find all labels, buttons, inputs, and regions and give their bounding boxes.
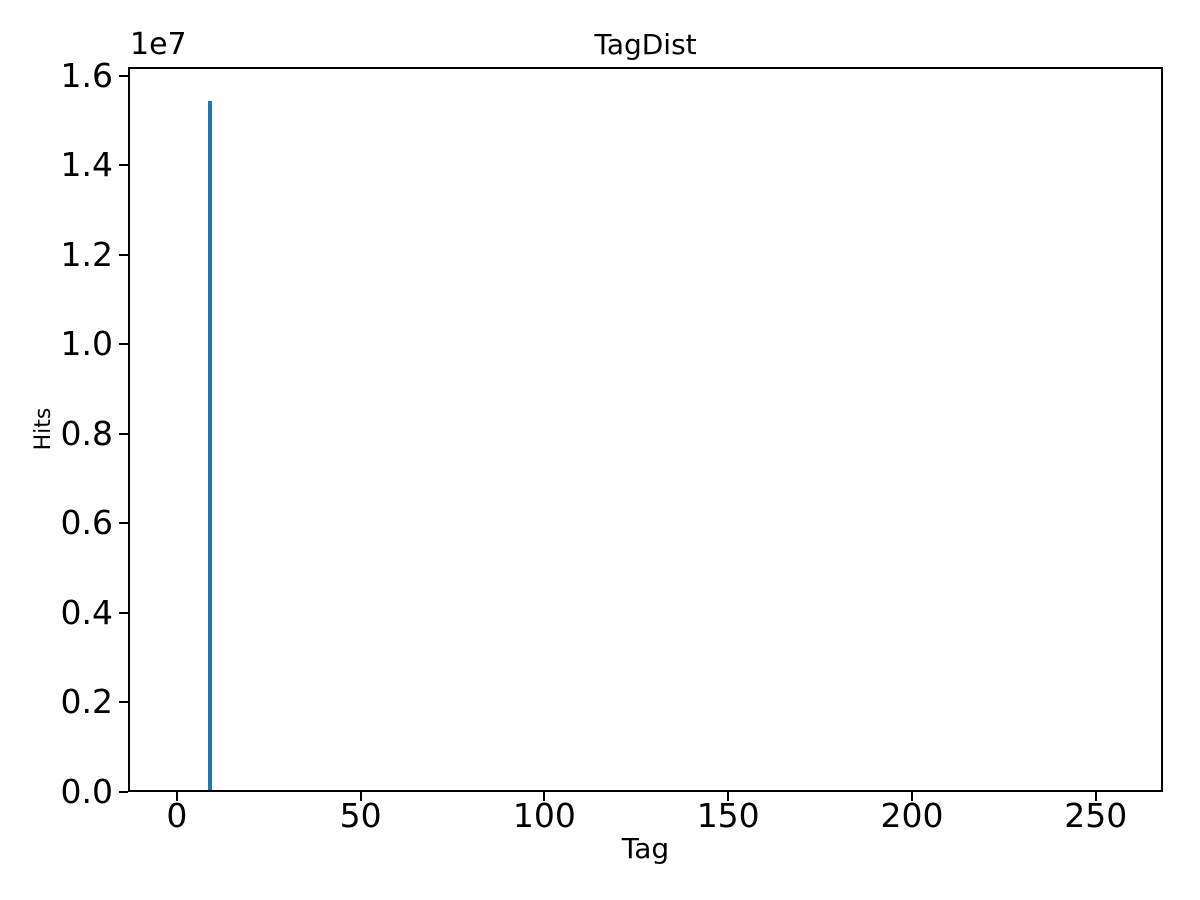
x-axis-label: Tag (621, 832, 670, 865)
y-tick-mark (119, 522, 128, 525)
histogram-bar (207, 101, 213, 792)
y-tick-label: 0.8 (60, 413, 113, 453)
y-axis-offset-label: 1e7 (130, 27, 187, 62)
y-tick-label: 0.4 (60, 592, 113, 632)
axes-spines (128, 67, 1163, 792)
y-tick-mark (119, 343, 128, 346)
y-tick-mark (119, 253, 128, 256)
x-tick-label: 100 (512, 796, 576, 835)
y-tick-mark (119, 74, 128, 77)
y-tick-label: 1.2 (60, 234, 113, 274)
x-tick-label: 250 (1064, 796, 1128, 835)
y-tick-label: 0.2 (60, 682, 113, 722)
y-tick-label: 1.6 (60, 55, 113, 95)
y-tick-mark (119, 164, 128, 167)
x-tick-label: 50 (339, 796, 382, 835)
y-tick-mark (119, 611, 128, 614)
x-tick-mark (175, 792, 178, 801)
y-tick-label: 0.6 (60, 503, 113, 543)
x-tick-mark (543, 792, 546, 801)
y-tick-mark (119, 432, 128, 435)
y-tick-label: 1.0 (60, 324, 113, 364)
x-tick-label: 0 (166, 796, 188, 835)
y-tick-mark (119, 701, 128, 704)
chart-title: TagDist (594, 28, 697, 61)
x-tick-mark (910, 792, 913, 801)
x-tick-label: 200 (880, 796, 944, 835)
x-tick-mark (727, 792, 730, 801)
y-tick-label: 1.4 (60, 145, 113, 185)
x-tick-mark (359, 792, 362, 801)
y-tick-label: 0.0 (60, 772, 113, 811)
x-tick-label: 150 (696, 796, 760, 835)
plot-area: 0 50 100 150 200 250 0.0 0.2 0.4 0.6 0.8 1.0 1.2 1.4 1… (61, 56, 1163, 834)
y-tick-mark (119, 791, 128, 793)
x-tick-mark (1094, 792, 1097, 801)
